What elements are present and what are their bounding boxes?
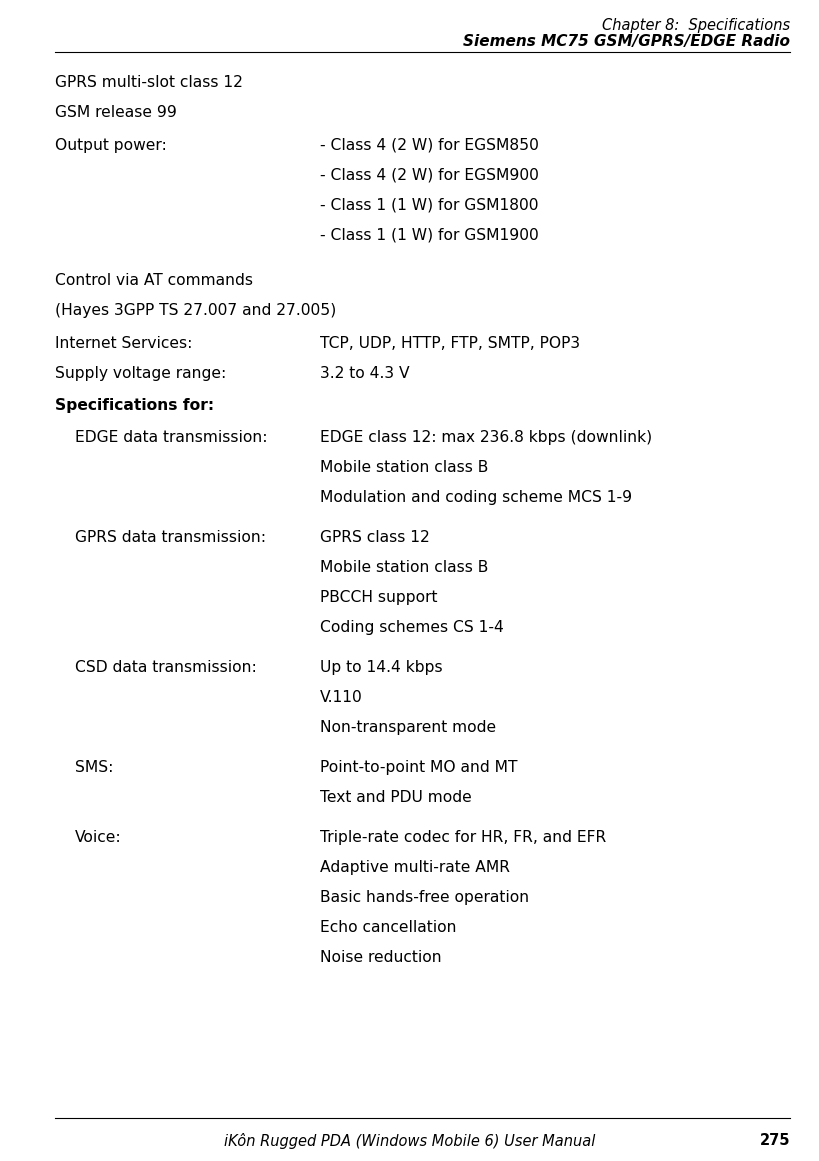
- Text: GSM release 99: GSM release 99: [55, 104, 177, 120]
- Text: - Class 4 (2 W) for EGSM850: - Class 4 (2 W) for EGSM850: [319, 138, 538, 153]
- Text: Text and PDU mode: Text and PDU mode: [319, 789, 471, 805]
- Text: Internet Services:: Internet Services:: [55, 336, 192, 351]
- Text: Coding schemes CS 1-4: Coding schemes CS 1-4: [319, 620, 503, 635]
- Text: Output power:: Output power:: [55, 138, 166, 153]
- Text: - Class 1 (1 W) for GSM1800: - Class 1 (1 W) for GSM1800: [319, 199, 538, 212]
- Text: - Class 4 (2 W) for EGSM900: - Class 4 (2 W) for EGSM900: [319, 168, 538, 183]
- Text: GPRS class 12: GPRS class 12: [319, 531, 429, 545]
- Text: 275: 275: [758, 1133, 789, 1148]
- Text: EDGE class 12: max 236.8 kbps (downlink): EDGE class 12: max 236.8 kbps (downlink): [319, 430, 651, 445]
- Text: Specifications for:: Specifications for:: [55, 398, 214, 413]
- Text: GPRS multi-slot class 12: GPRS multi-slot class 12: [55, 75, 242, 91]
- Text: (Hayes 3GPP TS 27.007 and 27.005): (Hayes 3GPP TS 27.007 and 27.005): [55, 303, 336, 318]
- Text: Mobile station class B: Mobile station class B: [319, 460, 488, 475]
- Text: Up to 14.4 kbps: Up to 14.4 kbps: [319, 659, 442, 675]
- Text: Voice:: Voice:: [75, 830, 121, 845]
- Text: 3.2 to 4.3 V: 3.2 to 4.3 V: [319, 366, 410, 381]
- Text: iKôn Rugged PDA (Windows Mobile 6) User Manual: iKôn Rugged PDA (Windows Mobile 6) User …: [224, 1133, 595, 1149]
- Text: Siemens MC75 GSM/GPRS/EDGE Radio: Siemens MC75 GSM/GPRS/EDGE Radio: [463, 34, 789, 49]
- Text: Control via AT commands: Control via AT commands: [55, 273, 253, 288]
- Text: TCP, UDP, HTTP, FTP, SMTP, POP3: TCP, UDP, HTTP, FTP, SMTP, POP3: [319, 336, 579, 351]
- Text: Noise reduction: Noise reduction: [319, 950, 441, 965]
- Text: Supply voltage range:: Supply voltage range:: [55, 366, 226, 381]
- Text: V.110: V.110: [319, 690, 362, 705]
- Text: CSD data transmission:: CSD data transmission:: [75, 659, 256, 675]
- Text: Point-to-point MO and MT: Point-to-point MO and MT: [319, 760, 517, 776]
- Text: PBCCH support: PBCCH support: [319, 590, 437, 605]
- Text: Echo cancellation: Echo cancellation: [319, 920, 456, 935]
- Text: Mobile station class B: Mobile station class B: [319, 560, 488, 575]
- Text: Chapter 8:  Specifications: Chapter 8: Specifications: [601, 19, 789, 33]
- Text: Basic hands-free operation: Basic hands-free operation: [319, 890, 528, 906]
- Text: GPRS data transmission:: GPRS data transmission:: [75, 531, 265, 545]
- Text: Non-transparent mode: Non-transparent mode: [319, 720, 495, 735]
- Text: - Class 1 (1 W) for GSM1900: - Class 1 (1 W) for GSM1900: [319, 228, 538, 243]
- Text: Modulation and coding scheme MCS 1-9: Modulation and coding scheme MCS 1-9: [319, 490, 631, 505]
- Text: Triple-rate codec for HR, FR, and EFR: Triple-rate codec for HR, FR, and EFR: [319, 830, 605, 845]
- Text: EDGE data transmission:: EDGE data transmission:: [75, 430, 267, 445]
- Text: SMS:: SMS:: [75, 760, 113, 776]
- Text: Adaptive multi-rate AMR: Adaptive multi-rate AMR: [319, 860, 509, 875]
